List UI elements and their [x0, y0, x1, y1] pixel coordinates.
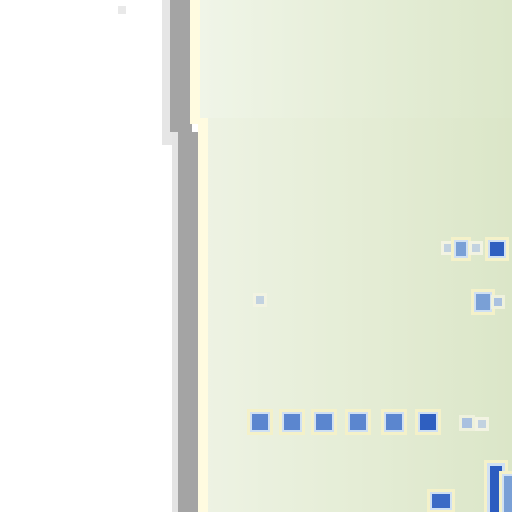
text-glyph [420, 414, 436, 430]
text-glyph [316, 414, 332, 430]
text-glyph [476, 294, 490, 310]
window-frame-highlight-top [190, 0, 200, 124]
window-frame-light-edge [172, 132, 180, 512]
text-glyph [490, 242, 504, 256]
window-frame-border-top [170, 0, 192, 132]
text-glyph [252, 414, 268, 430]
text-glyph [444, 244, 452, 252]
text-glyph [284, 414, 300, 430]
window-frame-highlight-lower [198, 118, 208, 512]
text-glyph [350, 414, 366, 430]
content-panel-header-area [200, 0, 512, 118]
text-glyph [386, 414, 402, 430]
window-frame-border-lower [178, 132, 200, 512]
text-glyph [432, 494, 450, 508]
text-glyph [490, 466, 502, 512]
background-pixel [118, 6, 126, 14]
text-glyph [478, 420, 486, 428]
text-glyph [472, 244, 480, 252]
text-glyph [504, 476, 512, 512]
text-glyph [462, 418, 472, 428]
text-glyph [494, 298, 502, 306]
text-glyph [256, 296, 264, 304]
text-glyph [456, 242, 466, 256]
